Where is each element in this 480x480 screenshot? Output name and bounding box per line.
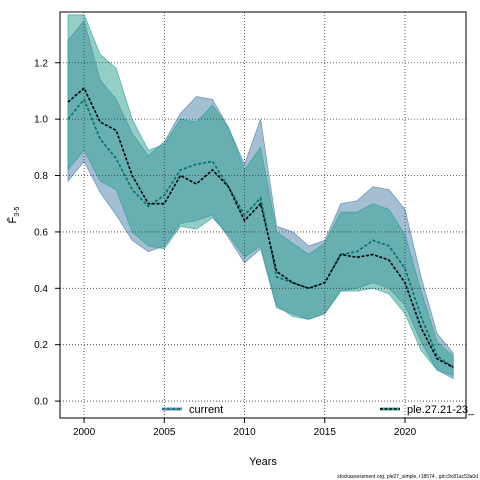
series-line-2 <box>67 86 454 369</box>
y-axis-label-main: F̄ <box>6 216 19 223</box>
y-axis-label-group: F̄3-5 <box>6 206 21 223</box>
y-axis-label-subscript: 3-5 <box>14 206 21 216</box>
y-axis-label: F̄3-5 <box>6 206 21 223</box>
y-tick-label: 0.0 <box>34 397 48 408</box>
credit-text: stockassessment.org, ple27_simple, r1857… <box>337 474 478 480</box>
legend: current ple.27.21-23_ <box>162 404 475 416</box>
x-tick-label: 2000 <box>73 427 96 438</box>
y-tick-label: 1.2 <box>34 58 48 69</box>
legend-label-1: current <box>189 404 223 416</box>
x-axis-label: Years <box>249 456 277 468</box>
y-tick-label: 0.6 <box>34 227 48 238</box>
x-axis: 2000 2005 2010 2015 2020 <box>73 418 417 438</box>
x-tick-label: 2005 <box>153 427 176 438</box>
x-tick-label: 2015 <box>314 427 337 438</box>
series-lines <box>67 86 454 369</box>
x-tick-label: 2010 <box>233 427 256 438</box>
confidence-bands <box>67 14 454 380</box>
y-tick-label: 0.8 <box>34 171 48 182</box>
series-line-1 <box>67 97 454 368</box>
y-tick-label: 0.4 <box>34 284 48 295</box>
plot-frame <box>59 11 467 419</box>
x-tick-label: 2020 <box>394 427 417 438</box>
y-tick-label: 1.0 <box>34 115 48 126</box>
confidence-band-2 <box>67 14 454 377</box>
y-tick-label: 0.2 <box>34 340 48 351</box>
y-axis: 0.0 0.2 0.4 0.6 0.8 1.0 1.2 <box>34 58 60 408</box>
legend-label-2: ple.27.21-23_ <box>407 404 475 416</box>
